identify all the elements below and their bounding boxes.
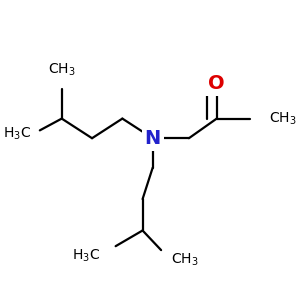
Text: CH$_3$: CH$_3$ <box>48 61 76 78</box>
Text: H$_3$C: H$_3$C <box>3 125 32 142</box>
Text: CH$_3$: CH$_3$ <box>171 252 199 268</box>
Text: O: O <box>208 74 225 93</box>
Text: CH$_3$: CH$_3$ <box>269 110 296 127</box>
Text: H$_3$C: H$_3$C <box>72 248 100 264</box>
Text: N: N <box>145 129 161 148</box>
